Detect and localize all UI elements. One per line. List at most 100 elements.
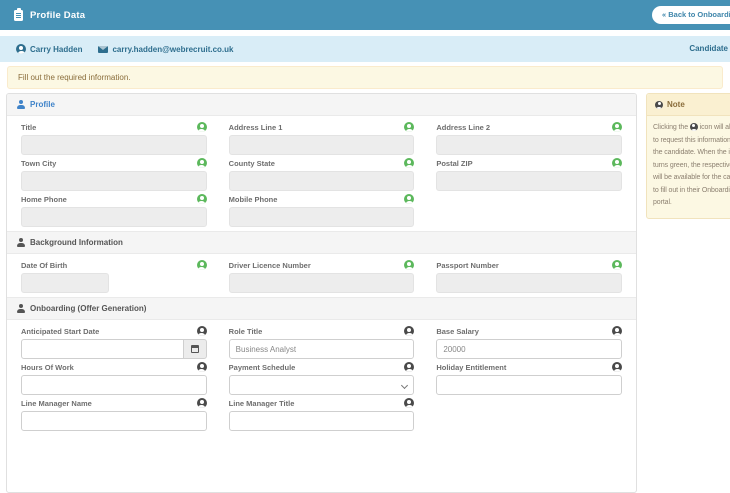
field-title: Title	[21, 122, 207, 155]
driver-licence-number-input	[228, 273, 415, 293]
request-info-icon[interactable]	[404, 158, 415, 168]
section-title: Onboarding (Offer Generation)	[30, 304, 147, 313]
required-info-alert: Fill out the required information.	[7, 66, 723, 89]
request-info-icon[interactable]	[612, 158, 622, 168]
field-hours-of-work: Hours Of Work	[21, 362, 207, 395]
user-circle-icon	[16, 44, 26, 54]
address-line-1-input	[228, 135, 415, 155]
field-label: Line Manager Title	[228, 398, 295, 408]
user-circle-icon	[689, 123, 698, 132]
calendar-icon	[190, 345, 199, 353]
field-holiday-entitlement: Holiday Entitlement	[436, 362, 622, 395]
note-header: Note	[647, 94, 730, 116]
candidate-name: Carry Hadden	[30, 44, 83, 54]
field-line-manager-name: Line Manager Name	[21, 398, 207, 431]
holiday-entitlement-input[interactable]	[436, 375, 622, 395]
profile-data-panel: Profile Title Address Line 1 Address Lin…	[6, 93, 637, 493]
field-postal-zip: Postal ZIP	[436, 158, 622, 191]
note-line: the candidate. When the ic	[653, 149, 730, 156]
note-line: to fill out in their Onboardi	[653, 186, 730, 194]
field-label: Holiday Entitlement	[436, 362, 507, 372]
note-body: Clicking the icon will allo to request t…	[647, 116, 730, 218]
onboarding-form: Anticipated Start Date Role Title Base S…	[7, 320, 636, 435]
candidate-email-item: carry.hadden@webrecruit.co.uk	[98, 44, 234, 54]
date-of-birth-input	[21, 273, 109, 293]
field-line-manager-title: Line Manager Title	[228, 398, 415, 431]
request-info-icon[interactable]	[404, 326, 415, 336]
field-label: Anticipated Start Date	[21, 326, 100, 336]
back-to-onboarding-button[interactable]: « Back to Onboarding Pr	[652, 6, 730, 24]
request-info-icon[interactable]	[196, 194, 207, 204]
field-label: Date Of Birth	[21, 260, 68, 270]
candidate-name-item: Carry Hadden	[16, 44, 82, 54]
field-home-phone: Home Phone	[21, 194, 207, 227]
request-info-icon[interactable]	[196, 326, 207, 336]
request-info-icon[interactable]	[404, 122, 415, 132]
field-label: Title	[21, 122, 37, 132]
user-circle-icon	[655, 100, 663, 109]
profile-form: Title Address Line 1 Address Line 2 Town…	[7, 116, 636, 231]
line-manager-title-input[interactable]	[228, 411, 415, 431]
datepicker-button[interactable]	[182, 339, 207, 359]
payment-schedule-select[interactable]	[228, 375, 415, 395]
alert-message: Fill out the required information.	[18, 73, 131, 82]
request-info-icon[interactable]	[196, 158, 207, 168]
postal-zip-input	[436, 171, 622, 191]
address-line-2-input	[436, 135, 622, 155]
request-info-icon[interactable]	[612, 326, 622, 336]
envelope-icon	[98, 45, 109, 53]
candidate-email: carry.hadden@webrecruit.co.uk	[112, 44, 234, 54]
anticipated-start-date-input[interactable]	[21, 339, 184, 359]
hours-of-work-input[interactable]	[21, 375, 207, 395]
background-form: Date Of Birth Driver Licence Number Pass…	[7, 254, 636, 297]
field-label: Address Line 2	[436, 122, 491, 132]
field-driver-licence-number: Driver Licence Number	[228, 260, 415, 293]
base-salary-input[interactable]	[436, 339, 622, 359]
candidate-info-bar: Carry Hadden carry.hadden@webrecruit.co.…	[0, 36, 730, 62]
field-label: Town City	[21, 158, 57, 168]
empty-cell	[436, 398, 622, 431]
field-label: Base Salary	[436, 326, 479, 336]
role-title-input[interactable]	[228, 339, 415, 359]
note-line: to request this information	[653, 136, 730, 144]
field-label: Role Title	[228, 326, 263, 336]
request-info-icon[interactable]	[612, 260, 622, 270]
field-label: Hours Of Work	[21, 362, 74, 372]
title-input	[21, 135, 207, 155]
field-mobile-phone: Mobile Phone	[228, 194, 415, 227]
note-panel: Note Clicking the icon will allo to requ…	[646, 93, 730, 219]
field-label: Postal ZIP	[436, 158, 473, 168]
request-info-icon[interactable]	[196, 362, 207, 372]
request-info-icon[interactable]	[404, 260, 415, 270]
note-line: portal.	[653, 199, 672, 206]
field-label: Passport Number	[436, 260, 499, 270]
candidate-bar-right-label: Candidate	[689, 44, 728, 53]
field-label: Home Phone	[21, 194, 67, 204]
county-state-input	[228, 171, 415, 191]
request-info-icon[interactable]	[404, 194, 415, 204]
section-header-background: Background Information	[7, 231, 636, 254]
person-icon	[17, 238, 25, 247]
note-line: will be available for the can	[653, 174, 730, 181]
request-info-icon[interactable]	[404, 398, 415, 408]
request-info-icon[interactable]	[196, 122, 207, 132]
request-info-icon[interactable]	[612, 362, 622, 372]
line-manager-name-input[interactable]	[21, 411, 207, 431]
request-info-icon[interactable]	[404, 362, 415, 372]
field-town-city: Town City	[21, 158, 207, 191]
section-header-profile: Profile	[7, 94, 636, 116]
town-city-input	[21, 171, 207, 191]
field-label: County State	[228, 158, 275, 168]
empty-cell	[436, 194, 622, 227]
field-base-salary: Base Salary	[436, 326, 622, 359]
request-info-icon[interactable]	[196, 260, 207, 270]
field-date-of-birth: Date Of Birth	[21, 260, 207, 293]
note-line: Clicking the icon will allo	[653, 123, 730, 132]
field-address-line-2: Address Line 2	[436, 122, 622, 155]
clipboard-icon	[14, 7, 23, 21]
field-payment-schedule: Payment Schedule	[228, 362, 415, 395]
request-info-icon[interactable]	[196, 398, 207, 408]
mobile-phone-input	[228, 207, 415, 227]
request-info-icon[interactable]	[612, 122, 622, 132]
field-passport-number: Passport Number	[436, 260, 622, 293]
